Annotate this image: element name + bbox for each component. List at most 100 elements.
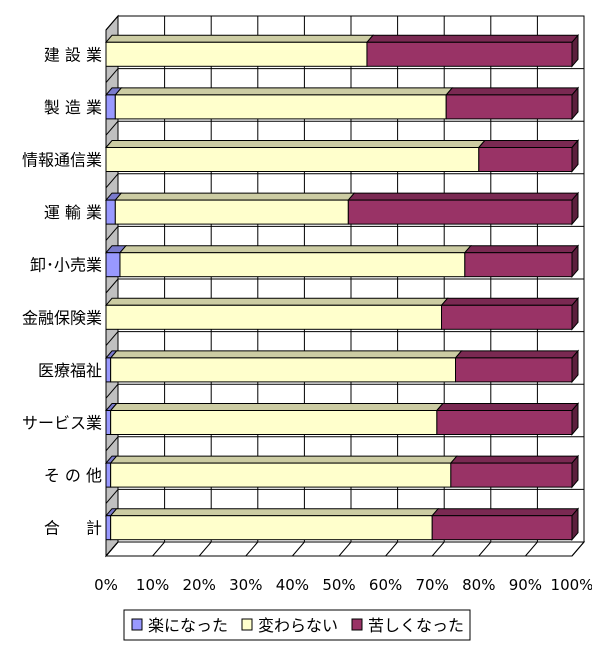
bar-top-face	[463, 245, 580, 254]
bar-top-face	[435, 403, 580, 411]
bar-front-face	[110, 515, 433, 541]
bar-top-face	[365, 34, 580, 43]
bar-segment	[445, 86, 580, 121]
x-tick-label: 90%	[509, 576, 542, 594]
bar-top-face	[347, 192, 580, 201]
category-label: 卸･小売業	[30, 256, 102, 275]
bar-top-face	[477, 140, 580, 148]
bar-segment	[435, 402, 580, 436]
bar-side-face	[571, 402, 579, 436]
bar-side-face	[571, 191, 579, 226]
bar-front-face	[105, 41, 368, 67]
bar-side-face	[571, 349, 579, 384]
bar-top-face	[445, 87, 580, 96]
bar-top-face	[109, 350, 463, 359]
y-side-gridline	[105, 15, 119, 31]
y-side-gridline	[105, 226, 119, 241]
x-tick-label: 0%	[94, 576, 118, 594]
legend-swatch	[131, 618, 143, 631]
legend-label: 苦しくなった	[368, 616, 464, 635]
bar-top-face	[114, 87, 454, 96]
x-floor-gridline	[245, 541, 259, 557]
y-side-gridline	[105, 278, 119, 294]
bar-segment	[454, 349, 580, 384]
category-label: 製 造 業	[44, 98, 102, 117]
legend-swatch	[241, 618, 253, 631]
category-label: そ の 他	[44, 466, 102, 485]
bar-segment	[463, 244, 580, 279]
bar-top-face	[104, 140, 486, 148]
y-side-gridline	[105, 68, 119, 83]
bar-segment	[365, 33, 580, 68]
bar-top-face	[109, 508, 440, 517]
bar-side-face	[571, 296, 579, 331]
legend-label: 変わらない	[258, 616, 338, 635]
bar-segment	[104, 34, 375, 67]
category-label: 金融保険業	[22, 308, 102, 327]
category-label: 運 輸 業	[44, 203, 102, 222]
bar-segment	[109, 508, 440, 541]
bar-segment	[109, 350, 463, 383]
bar-top-face	[109, 455, 458, 464]
bar-segment	[449, 454, 580, 489]
bar-front-face	[455, 357, 573, 383]
y-side-gridline	[105, 331, 119, 346]
bar-side-face	[571, 507, 579, 542]
bar-front-face	[110, 357, 456, 383]
bar-front-face	[431, 515, 573, 541]
x-tick-label: 40%	[276, 576, 309, 594]
category-label: 合 計	[44, 519, 102, 538]
bar-front-face	[105, 252, 121, 278]
bar-side-face	[571, 244, 579, 279]
bar-front-face	[105, 147, 480, 172]
bar-front-face	[105, 199, 116, 225]
bar-segment	[104, 140, 486, 172]
x-tick-label: 60%	[369, 576, 402, 594]
legend-box	[123, 609, 471, 641]
bar-segment	[114, 192, 356, 225]
x-tick-label: 80%	[462, 576, 495, 594]
x-floor-gridline	[292, 541, 305, 557]
x-tick-label: 50%	[322, 576, 355, 594]
bar-front-face	[114, 94, 447, 120]
bar-segment	[104, 297, 449, 330]
bar-top-face	[114, 192, 356, 201]
bar-segment	[109, 403, 444, 435]
x-floor-gridline	[385, 541, 398, 557]
category-label: 医療福祉	[38, 361, 102, 380]
bar-side-face	[571, 33, 579, 68]
bar-segment	[109, 455, 458, 488]
bar-front-face	[441, 304, 573, 330]
bar-side-face	[571, 86, 579, 121]
category-label: 情報通信業	[22, 151, 102, 170]
bar-segment	[118, 245, 472, 278]
bar-front-face	[445, 94, 573, 120]
bar-top-face	[440, 297, 580, 306]
bar-top-face	[449, 455, 580, 464]
legend-label: 楽になった	[148, 616, 228, 635]
y-side-gridline	[105, 489, 119, 504]
x-floor-gridline	[431, 541, 445, 557]
category-label: 建 設 業	[44, 45, 102, 64]
bar-top-face	[454, 350, 580, 359]
bar-front-face	[119, 252, 466, 278]
bar-top-face	[118, 245, 472, 254]
x-tick-label: 20%	[183, 576, 216, 594]
x-floor-gridline	[571, 541, 585, 557]
category-label: サービス業	[22, 414, 102, 433]
bar-top-face	[104, 297, 449, 306]
bar-front-face	[105, 462, 112, 488]
bar-front-face	[347, 199, 573, 225]
bar-front-face	[450, 462, 573, 488]
bar-front-face	[110, 462, 452, 488]
y-side-gridline	[105, 173, 119, 189]
y-side-gridline	[105, 120, 119, 136]
bar-segment	[431, 507, 580, 542]
x-floor-gridline	[478, 541, 492, 557]
bar-front-face	[464, 252, 573, 278]
bar-side-face	[571, 139, 579, 173]
y-side-gridline	[105, 383, 119, 399]
bar-segment	[347, 191, 580, 226]
